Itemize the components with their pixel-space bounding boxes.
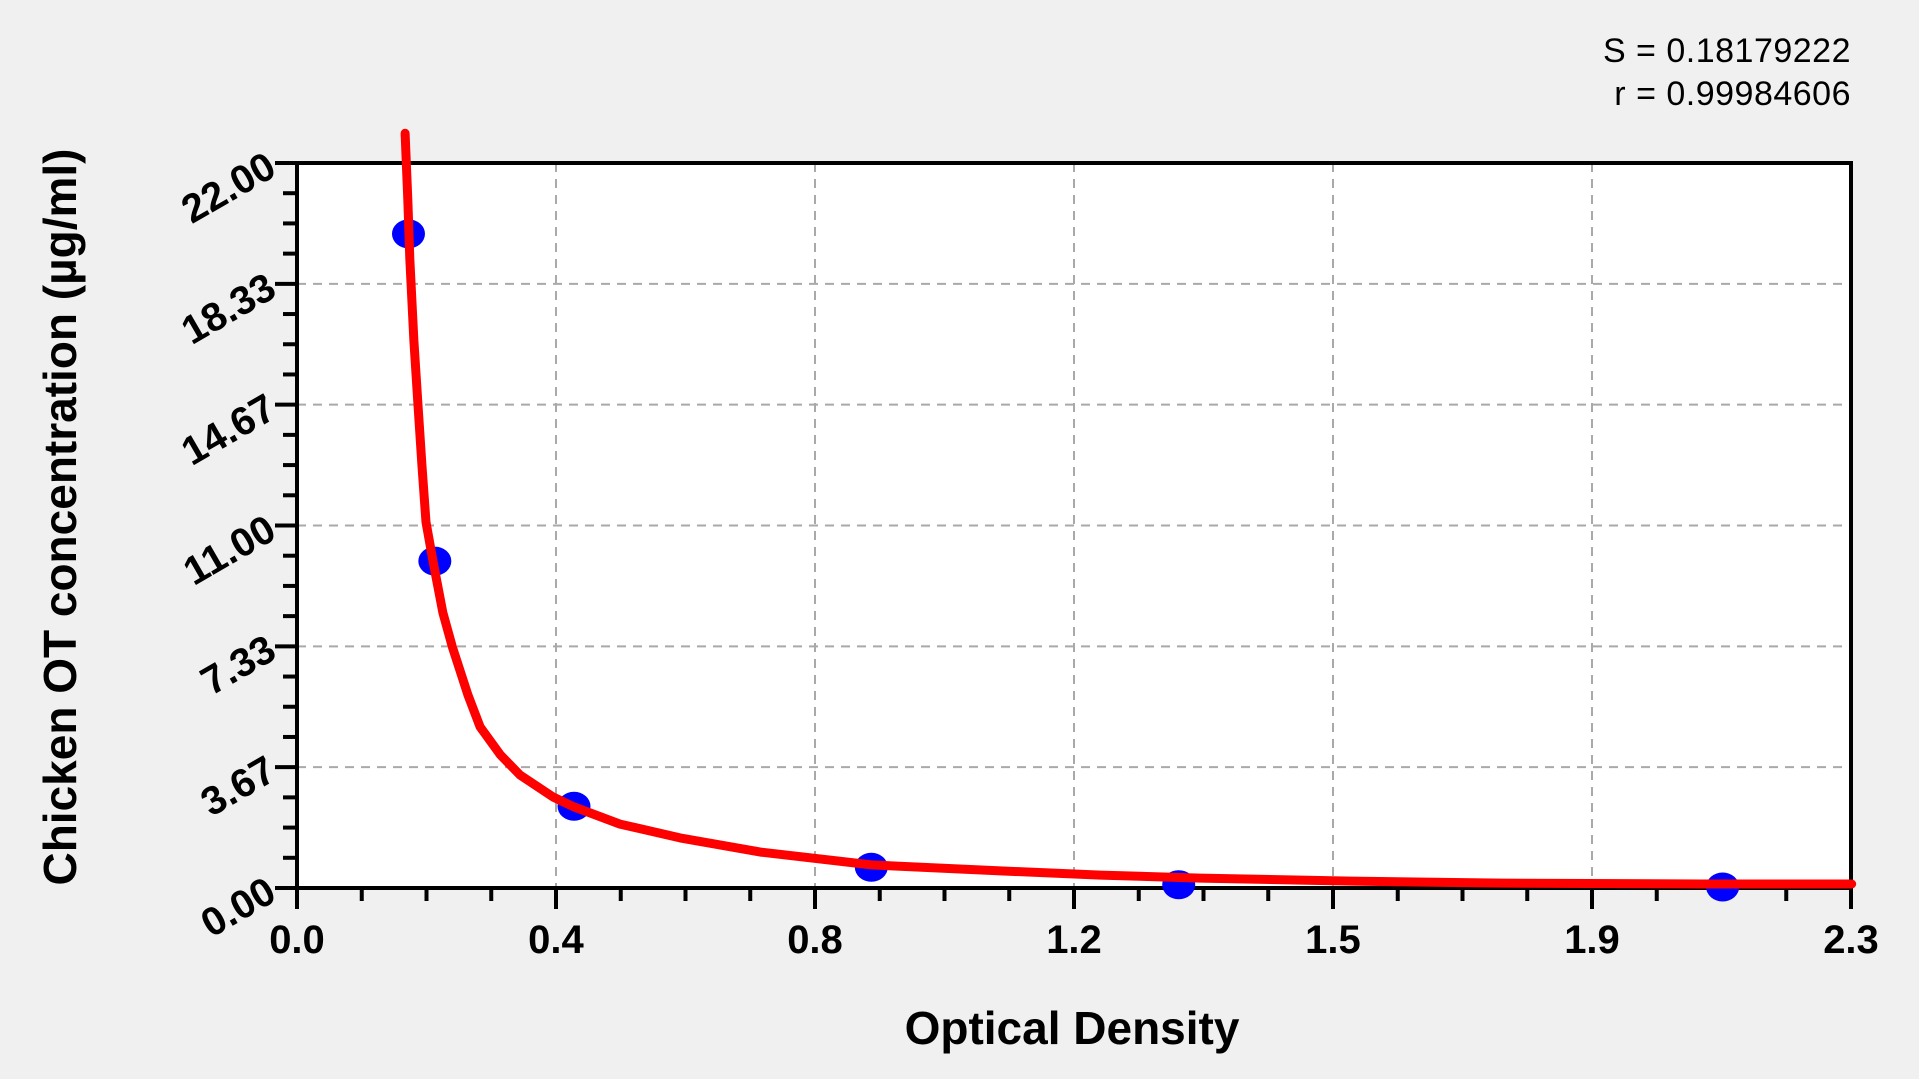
stat-s-value: S = 0.18179222 bbox=[1602, 32, 1851, 70]
x-tick-label: 2.3 bbox=[1823, 918, 1879, 962]
fit-statistics: S = 0.18179222 r = 0.99984606 bbox=[1603, 30, 1851, 116]
x-axis-title: Optical Density bbox=[904, 1002, 1240, 1054]
x-tick-label: 0.8 bbox=[787, 918, 843, 962]
x-tick-label: 1.9 bbox=[1564, 918, 1620, 962]
x-tick-label: 0.0 bbox=[269, 918, 325, 962]
stat-r-value: r = 0.99984606 bbox=[1614, 75, 1851, 113]
x-tick-label: 0.4 bbox=[528, 918, 584, 962]
x-tick-label: 1.5 bbox=[1305, 918, 1361, 962]
x-tick-label: 1.2 bbox=[1046, 918, 1102, 962]
standard-curve-line bbox=[400, 128, 1857, 889]
